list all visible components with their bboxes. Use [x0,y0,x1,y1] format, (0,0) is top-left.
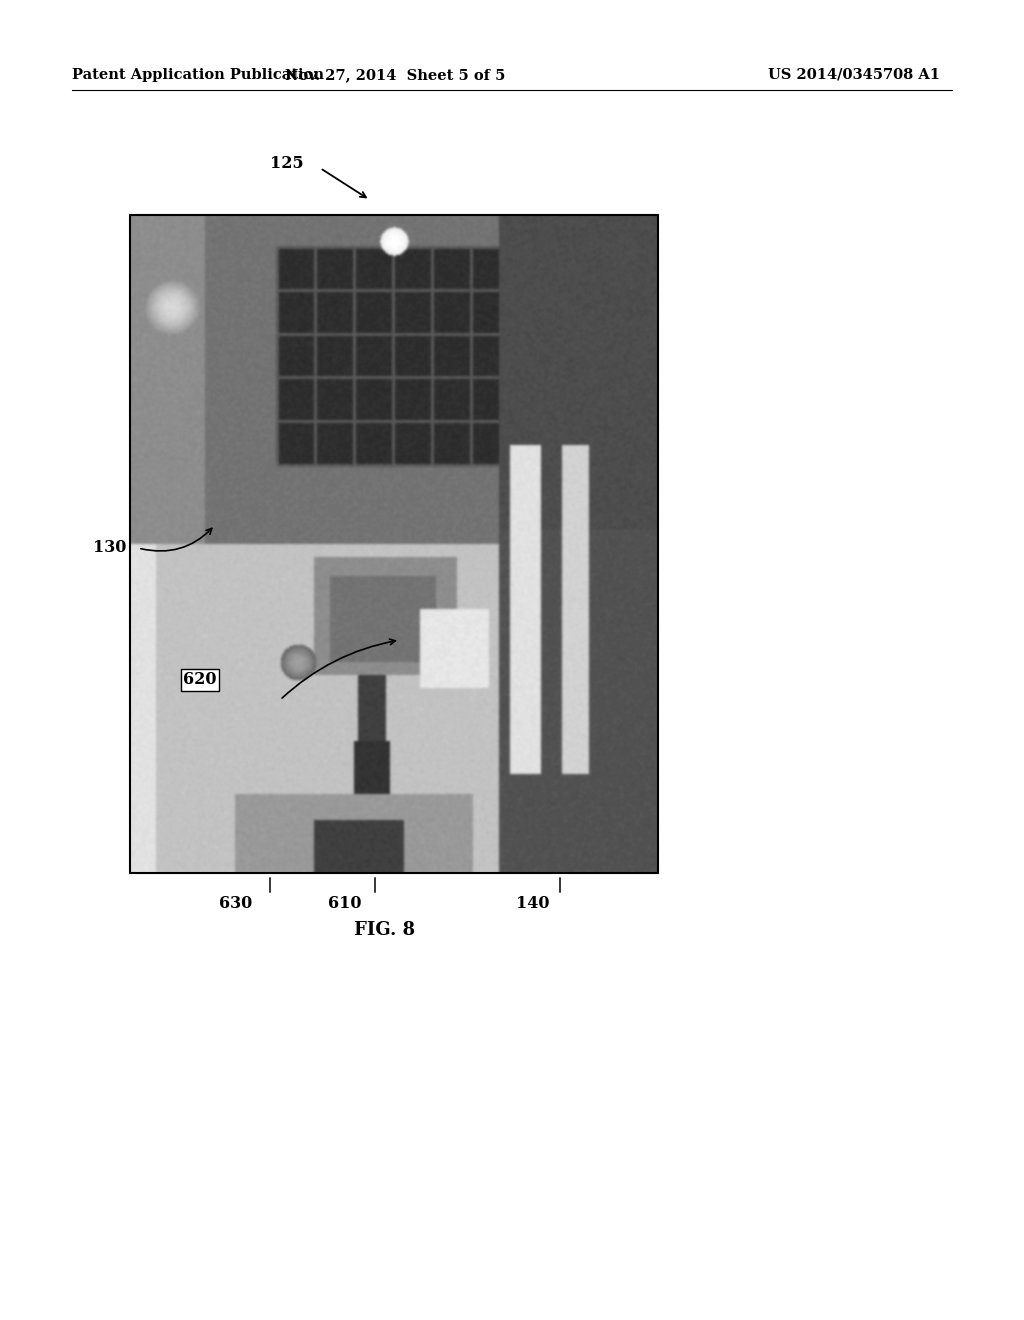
Text: 630: 630 [219,895,253,912]
Bar [130,215,658,873]
Text: FIG. 8: FIG. 8 [354,921,416,939]
Text: 130: 130 [93,540,126,557]
Text: Nov. 27, 2014  Sheet 5 of 5: Nov. 27, 2014 Sheet 5 of 5 [285,69,505,82]
Text: Patent Application Publication: Patent Application Publication [72,69,324,82]
Text: US 2014/0345708 A1: US 2014/0345708 A1 [768,69,940,82]
Text: 125: 125 [270,154,304,172]
Text: 140: 140 [516,895,550,912]
Text: 620: 620 [183,672,216,689]
Text: 610: 610 [329,895,361,912]
